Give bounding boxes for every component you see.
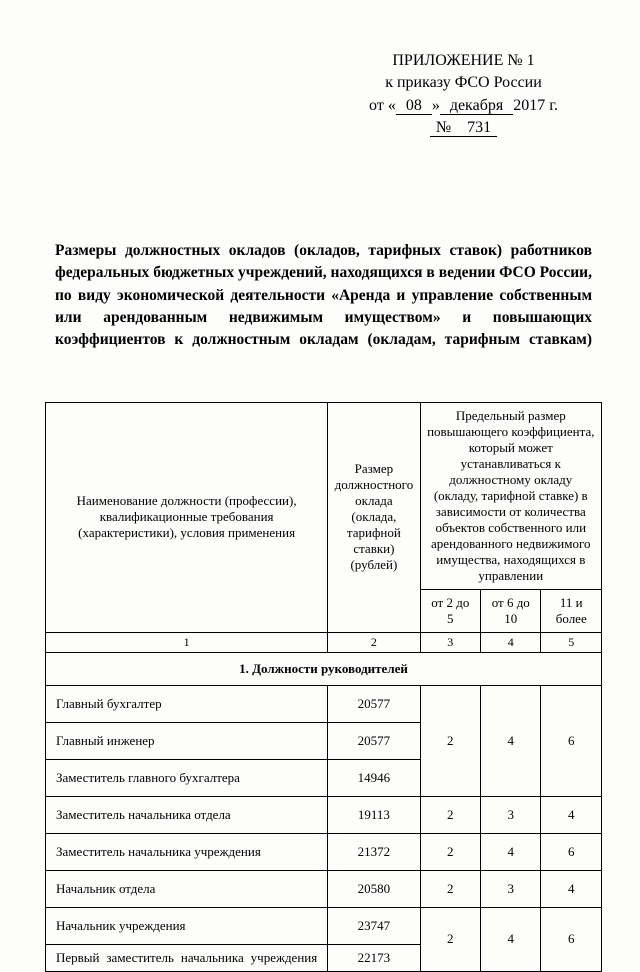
row-salary: 20580 [328, 870, 420, 907]
colnum-5: 5 [541, 632, 602, 652]
row-salary: 14946 [328, 759, 420, 796]
coef-c1: 2 [420, 870, 480, 907]
coef-c1: 2 [420, 833, 480, 870]
th-salary: Размер должностного оклада (оклада, тари… [328, 402, 420, 632]
th-range2: от 6 до 10 [481, 589, 541, 632]
row-salary: 21372 [328, 833, 420, 870]
coef-c3: 6 [541, 685, 602, 796]
coef-c2: 3 [481, 870, 541, 907]
th-range1: от 2 до 5 [420, 589, 480, 632]
header-number-line: № 731 [325, 117, 602, 139]
row-name: Начальник отдела [46, 870, 328, 907]
header-day: 08 [396, 97, 432, 115]
row-salary: 22173 [328, 944, 420, 971]
coef-c3: 6 [541, 907, 602, 971]
row-name: Заместитель начальника отдела [46, 796, 328, 833]
colnum-4: 4 [481, 632, 541, 652]
coef-c2: 3 [481, 796, 541, 833]
row-salary: 20577 [328, 722, 420, 759]
section-heading: 1. Должности руководителей [46, 652, 602, 685]
row-name: Главный инженер [46, 722, 328, 759]
header-number: 731 [457, 119, 497, 137]
coef-c2: 4 [481, 907, 541, 971]
th-coefficient: Предельный размер повышающего коэффициен… [420, 402, 601, 589]
coef-c1: 2 [420, 796, 480, 833]
row-salary: 20577 [328, 685, 420, 722]
row-name: Начальник учреждения [46, 907, 328, 944]
coef-c3: 4 [541, 796, 602, 833]
row-name: Главный бухгалтер [46, 685, 328, 722]
colnum-1: 1 [46, 632, 328, 652]
header-year: 2017 г. [513, 97, 558, 114]
header-line1: ПРИЛОЖЕНИЕ № 1 [325, 50, 602, 72]
colnum-2: 2 [328, 632, 420, 652]
header-line2: к приказу ФСО России [325, 72, 602, 94]
coef-c3: 4 [541, 870, 602, 907]
coef-c3: 6 [541, 833, 602, 870]
row-name: Заместитель главного бухгалтера [46, 759, 328, 796]
row-name: Первый заместитель начальника учреждения [46, 944, 328, 971]
coef-c1: 2 [420, 907, 480, 971]
th-position: Наименование должности (профессии), квал… [46, 402, 328, 632]
coef-c1: 2 [420, 685, 480, 796]
salary-table: Наименование должности (профессии), квал… [45, 402, 602, 972]
row-salary: 23747 [328, 907, 420, 944]
row-salary: 19113 [328, 796, 420, 833]
coef-c2: 4 [481, 833, 541, 870]
th-range3: 11 и более [541, 589, 602, 632]
header-attachment: ПРИЛОЖЕНИЕ № 1 к приказу ФСО России от «… [325, 50, 602, 140]
colnum-3: 3 [420, 632, 480, 652]
document-title: Размеры должностных окладов (окладов, та… [45, 240, 602, 352]
coef-c2: 4 [481, 685, 541, 796]
header-month: декабря [440, 97, 513, 115]
row-name: Заместитель начальника учреждения [46, 833, 328, 870]
header-date-line: от « 08 » декабря 2017 г. [325, 95, 602, 117]
